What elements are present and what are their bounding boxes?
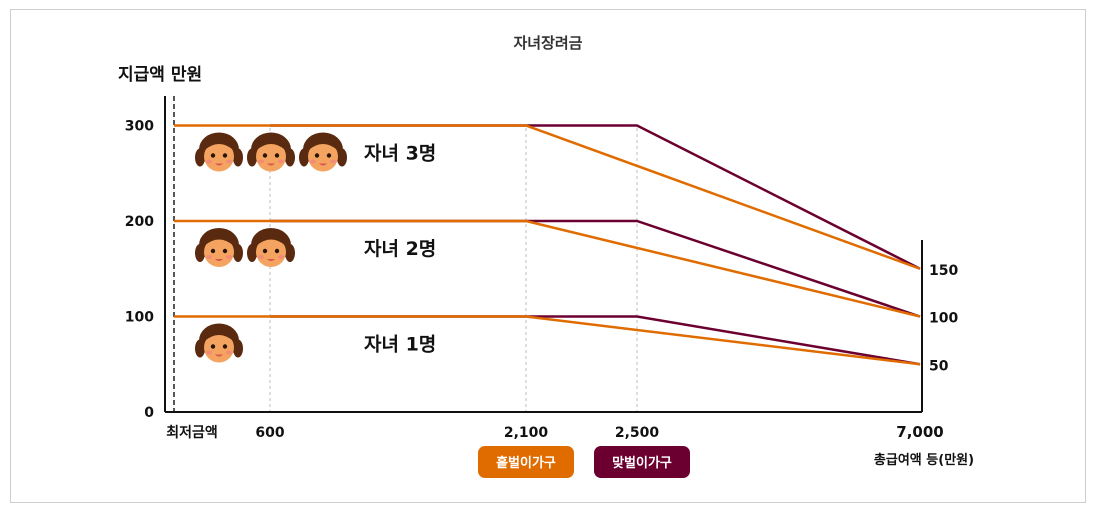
cheek-right [278, 159, 284, 164]
eye-left [210, 248, 216, 254]
face-skin [204, 332, 234, 363]
legend-swatch-0 [478, 446, 574, 478]
cheek-right [330, 159, 336, 164]
cheek-left [310, 159, 316, 164]
mouth [215, 259, 223, 261]
legend-swatch-1 [594, 446, 690, 478]
face-skin [204, 237, 234, 267]
mouth [319, 163, 327, 166]
child-face-icon [195, 323, 243, 363]
y-tick-label-3: 300 [125, 119, 154, 135]
mouth [215, 354, 223, 357]
hair-side-right [337, 148, 347, 167]
face-skin [308, 141, 338, 172]
legend: 홑벌이가구 맞벌이가구 [478, 446, 690, 478]
hair-bangs [204, 137, 234, 151]
x-tick-label-0: 600 [255, 425, 284, 441]
x-tick-label-3: 7,000 [896, 423, 943, 441]
child-face-icon [195, 228, 243, 267]
face-skin [256, 237, 286, 267]
hair-side-right [233, 244, 243, 262]
cheek-right [226, 255, 232, 259]
y-tick-label-2: 200 [125, 214, 154, 230]
hair-side-right [233, 339, 243, 358]
eye-left [210, 153, 216, 158]
hair-bangs [308, 137, 338, 151]
eye-left [262, 248, 268, 254]
mouth [267, 259, 275, 261]
hair-side-left [299, 148, 309, 167]
cheek-left [258, 159, 264, 164]
hair-side-right [285, 244, 295, 262]
legend-label-1: 맞벌이가구 [612, 455, 672, 471]
eye-left [314, 153, 320, 158]
x-start-label: 최저금액 [166, 424, 218, 441]
plot-area: 0 100 200 300 150 100 50 600 2,100 2,500 7,000 자녀 3… [125, 96, 958, 441]
hair-side-left [195, 244, 205, 262]
eye-right [222, 344, 228, 349]
eye-right [326, 153, 332, 158]
cheek-left [258, 255, 264, 259]
cheek-right [278, 255, 284, 259]
right-tick-label-1: 100 [929, 311, 958, 327]
single-earner-line-1 [174, 315, 921, 366]
right-tick-label-2: 50 [929, 358, 949, 374]
hair-side-right [285, 148, 295, 167]
hair-side-left [195, 148, 205, 167]
face-skin [256, 141, 286, 172]
eye-left [262, 153, 268, 158]
child-count-label-3: 자녀 3명 [364, 143, 436, 165]
child-face-icon [247, 228, 295, 267]
y-tick-label-1: 100 [125, 310, 154, 326]
hair-bangs [256, 137, 286, 151]
y-axis-title: 지급액 만원 [118, 65, 202, 85]
hair-bangs [204, 233, 234, 246]
cheek-left [206, 350, 212, 355]
hair-bangs [204, 328, 234, 342]
single-earner-line-3 [174, 124, 921, 270]
hair-bangs [256, 233, 286, 246]
eye-right [274, 248, 280, 254]
eye-right [274, 153, 280, 158]
cheek-left [206, 159, 212, 164]
child-count-label-1: 자녀 1명 [364, 334, 436, 356]
legend-label-0: 홑벌이가구 [496, 455, 556, 471]
face-skin [204, 141, 234, 172]
hair-side-left [195, 339, 205, 358]
x-axis-title: 총급여액 등(만원) [874, 452, 974, 468]
chart-title: 자녀장려금 [513, 34, 582, 52]
eye-right [222, 248, 228, 254]
hair-side-left [247, 244, 257, 262]
child-face-icon [195, 132, 243, 172]
chart-frame [10, 9, 1086, 503]
child-count-label-2: 자녀 2명 [364, 238, 436, 260]
single-earner-line-2 [174, 219, 921, 318]
cheek-left [206, 255, 212, 259]
y-tick-label-0: 0 [144, 405, 154, 421]
eye-left [210, 344, 216, 349]
hair-side-right [233, 148, 243, 167]
child-face-icon [299, 132, 347, 172]
hair-side-left [247, 148, 257, 167]
x-tick-label-2: 2,500 [615, 425, 660, 441]
mouth [267, 163, 275, 166]
cheek-right [226, 350, 232, 355]
x-tick-label-1: 2,100 [504, 425, 549, 441]
child-face-icon [247, 132, 295, 172]
eye-right [222, 153, 228, 158]
cheek-right [226, 159, 232, 164]
right-tick-label-0: 150 [929, 263, 958, 279]
mouth [215, 163, 223, 166]
dual-earner-line-2 [270, 219, 921, 318]
